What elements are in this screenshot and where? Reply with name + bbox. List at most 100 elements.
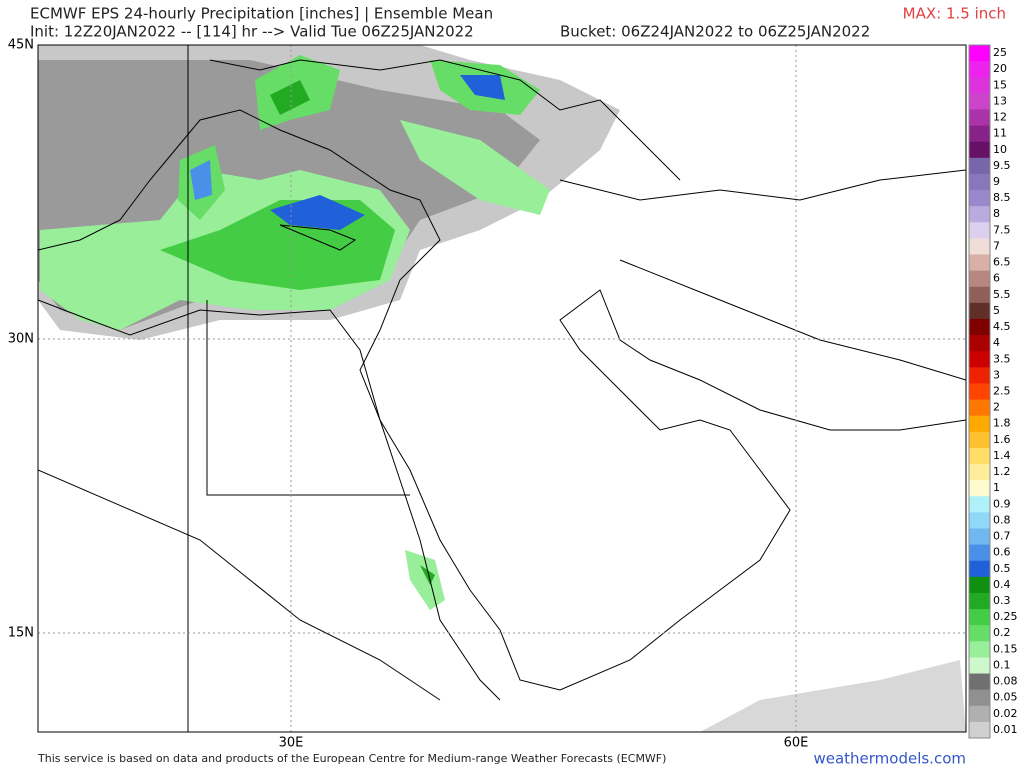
color-swatch	[969, 206, 990, 223]
color-swatch	[969, 286, 990, 304]
legend-label: 0.6	[993, 546, 1011, 559]
color-swatch	[969, 238, 990, 256]
title: ECMWF EPS 24-hourly Precipitation [inche…	[30, 5, 493, 23]
legend-label: 0.4	[993, 578, 1011, 591]
legend-label: 7	[993, 239, 1000, 252]
color-swatch	[969, 544, 990, 562]
color-swatch	[969, 222, 990, 239]
max-label: MAX: 1.5 inch	[903, 5, 1006, 23]
legend-label: 1.2	[993, 465, 1011, 478]
legend-label: 0.01	[993, 723, 1018, 736]
map-frame	[37, 44, 967, 733]
legend-label: 5	[993, 304, 1000, 317]
color-swatch	[969, 657, 990, 675]
color-swatch	[969, 77, 990, 94]
legend-label: 0.25	[993, 610, 1018, 623]
color-swatch	[969, 141, 990, 159]
lat-label: 30N	[8, 332, 34, 347]
coastlines	[38, 45, 966, 732]
lon-label: 30E	[279, 736, 304, 751]
legend-label: 8.5	[993, 191, 1011, 204]
legend-label: 0.9	[993, 497, 1011, 510]
color-swatch	[969, 721, 990, 739]
legend-label: 0.5	[993, 562, 1011, 575]
color-swatch	[969, 190, 990, 207]
legend-label: 0.7	[993, 530, 1011, 543]
legend-label: 0.2	[993, 626, 1011, 639]
legend-label: 3	[993, 368, 1000, 381]
legend-label: 10	[993, 143, 1007, 156]
legend-label: 6	[993, 272, 1000, 285]
legend-label: 1.8	[993, 417, 1011, 430]
color-swatch	[969, 367, 990, 384]
color-swatch	[969, 45, 990, 62]
colorbar-frame	[968, 44, 991, 739]
color-swatch	[969, 431, 990, 449]
color-swatch	[969, 318, 990, 336]
color-swatch	[969, 625, 990, 642]
color-swatch	[969, 335, 990, 352]
color-swatch	[969, 464, 990, 481]
color-swatch	[969, 496, 990, 513]
color-swatch	[969, 125, 990, 143]
legend-label: 4	[993, 336, 1000, 349]
color-swatch	[969, 270, 990, 288]
color-swatch	[969, 254, 990, 272]
legend-label: 0.08	[993, 675, 1018, 688]
color-swatch	[969, 447, 990, 465]
credit: This service is based on data and produc…	[37, 752, 666, 765]
colorbar: 252015131211109.598.587.576.565.554.543.…	[968, 44, 1018, 739]
color-swatch	[969, 673, 990, 691]
legend-label: 0.8	[993, 513, 1011, 526]
legend-label: 0.15	[993, 642, 1018, 655]
color-swatch	[969, 157, 990, 175]
bucket-line: Bucket: 06Z24JAN2022 to 06Z25JAN2022	[560, 23, 870, 41]
legend-label: 0.05	[993, 691, 1018, 704]
color-swatch	[969, 592, 990, 610]
color-swatch	[969, 109, 990, 127]
precip	[38, 45, 966, 732]
legend-label: 15	[993, 78, 1007, 91]
lon-label: 60E	[784, 736, 809, 751]
legend-label: 6.5	[993, 256, 1011, 269]
legend-label: 9.5	[993, 159, 1011, 172]
legend-label: 0.3	[993, 594, 1011, 607]
legend-label: 2.5	[993, 385, 1011, 398]
map: 45N 30N 15N 30E 60E	[8, 38, 967, 751]
legend-label: 1.6	[993, 433, 1011, 446]
color-swatch	[969, 576, 990, 594]
color-swatch	[969, 480, 990, 497]
lat-label: 15N	[8, 626, 34, 641]
color-swatch	[969, 689, 990, 707]
color-swatch	[969, 173, 990, 191]
legend-label: 1.4	[993, 449, 1011, 462]
color-swatch	[969, 512, 990, 529]
color-swatch	[969, 560, 990, 578]
legend-label: 0.1	[993, 658, 1011, 671]
legend-label: 0.02	[993, 707, 1018, 720]
site: weathermodels.com	[813, 750, 966, 768]
legend-label: 2	[993, 401, 1000, 414]
color-swatch	[969, 609, 990, 626]
legend-label: 1	[993, 481, 1000, 494]
color-swatch	[969, 351, 990, 368]
color-swatch	[969, 93, 990, 110]
legend-label: 11	[993, 127, 1007, 140]
legend-label: 9	[993, 175, 1000, 188]
color-swatch	[969, 415, 990, 433]
color-swatch	[969, 302, 990, 320]
legend-label: 3.5	[993, 352, 1011, 365]
init-line: Init: 12Z20JAN2022 -- [114] hr --> Valid…	[30, 23, 474, 41]
color-swatch	[969, 705, 990, 723]
legend-label: 25	[993, 46, 1007, 59]
color-swatch	[969, 399, 990, 417]
color-swatch	[969, 528, 990, 546]
legend-label: 8	[993, 207, 1000, 220]
legend-label: 13	[993, 94, 1007, 107]
color-swatch	[969, 641, 990, 658]
color-swatch	[969, 383, 990, 401]
legend-label: 4.5	[993, 320, 1011, 333]
legend-label: 12	[993, 111, 1007, 124]
legend-label: 5.5	[993, 288, 1011, 301]
